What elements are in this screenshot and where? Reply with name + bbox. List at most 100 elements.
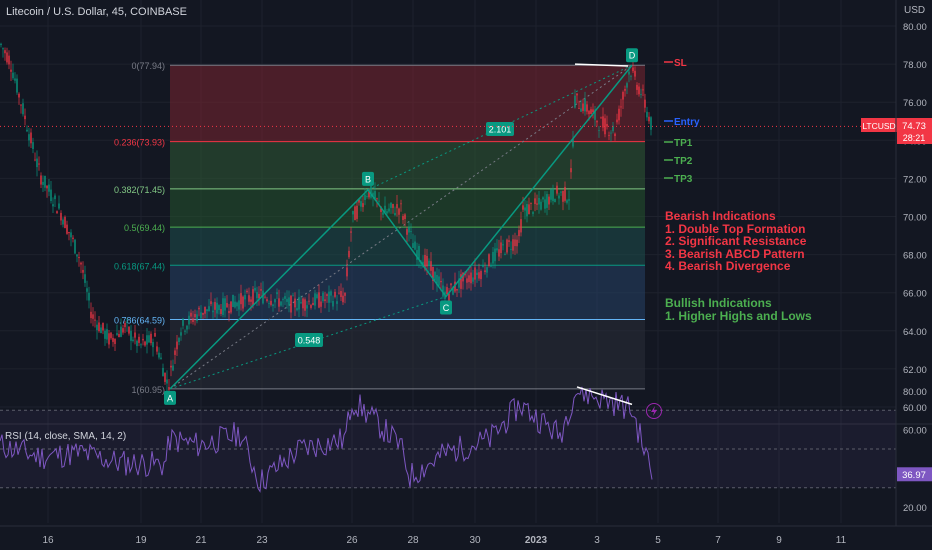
candle-body xyxy=(28,134,30,141)
fib-level-label: 0.786(64.59) xyxy=(114,316,165,326)
rsi-line[interactable] xyxy=(0,386,653,493)
candle-body xyxy=(162,367,164,377)
candle-body xyxy=(196,314,198,322)
fib-level-label: 0.5(69.44) xyxy=(124,223,165,233)
abcd-point-badge[interactable] xyxy=(164,390,176,405)
candle-body xyxy=(192,318,194,323)
price-tick-label: 66.00 xyxy=(903,289,927,300)
candle-body xyxy=(626,83,628,88)
abcd-point-badge[interactable] xyxy=(362,171,374,186)
candle-body xyxy=(540,201,542,210)
candle-body xyxy=(64,216,66,229)
candle-body xyxy=(42,181,44,185)
candle-body xyxy=(610,132,612,134)
candle-body xyxy=(440,280,442,283)
candle-body xyxy=(0,43,2,46)
candle-body xyxy=(394,213,396,216)
candle-body xyxy=(502,244,504,246)
candle-body xyxy=(170,365,172,368)
candle-body xyxy=(462,272,464,282)
candle-body xyxy=(240,293,242,305)
candle-body xyxy=(310,305,312,308)
abcd-point-label: C xyxy=(443,303,450,313)
candle-body xyxy=(218,305,220,311)
candle-body xyxy=(568,199,570,201)
candle-body xyxy=(454,281,456,292)
candle-body xyxy=(96,324,98,331)
price-tick-label: 78.00 xyxy=(903,60,927,71)
last-price-badge[interactable] xyxy=(897,118,932,144)
candle-body xyxy=(630,75,632,77)
rsi-indicator-label[interactable]: RSI (14, close, SMA, 14, 2) xyxy=(5,431,127,442)
candle-body xyxy=(62,219,64,225)
fib-level-label: 0.618(67.44) xyxy=(114,261,165,271)
candle-body xyxy=(38,163,40,165)
bullish-notes: Bullish Indications 1. Higher Highs and … xyxy=(665,297,812,322)
candle-body xyxy=(470,272,472,284)
candle-body xyxy=(88,292,90,301)
candle-body xyxy=(424,254,426,270)
candle-body xyxy=(534,198,536,205)
candle-body xyxy=(220,309,222,314)
time-tick-label: 5 xyxy=(655,535,661,546)
candle-body xyxy=(646,111,648,118)
candle-body xyxy=(314,293,316,306)
abcd-pattern-line[interactable] xyxy=(169,64,633,390)
candle-body xyxy=(270,300,272,305)
candle-body xyxy=(358,199,360,203)
candle-body xyxy=(134,332,136,338)
abcd-point-badge[interactable] xyxy=(626,48,638,63)
candle-body xyxy=(72,237,74,239)
candle-body xyxy=(520,219,522,233)
candle-body xyxy=(398,208,400,215)
candle-body xyxy=(486,267,488,273)
candle-body xyxy=(286,298,288,302)
candle-body xyxy=(142,338,144,341)
rsi-divergence-line[interactable] xyxy=(576,386,633,406)
candle-body xyxy=(166,379,168,384)
candle-body xyxy=(458,278,460,288)
candle-body xyxy=(228,311,230,314)
candle-body xyxy=(586,104,588,112)
candle-body xyxy=(208,306,210,311)
candle-body xyxy=(288,297,290,306)
candle-body xyxy=(366,196,368,197)
candle-body xyxy=(476,272,478,275)
candle-body xyxy=(430,261,432,271)
candle-body xyxy=(346,267,348,277)
candle-body xyxy=(190,312,192,317)
ratio-badge[interactable] xyxy=(486,122,514,136)
resistance-line[interactable] xyxy=(574,63,629,67)
candle-body xyxy=(518,230,520,237)
abcd-point-badge[interactable] xyxy=(440,300,452,315)
candle-body xyxy=(178,338,180,342)
candle-body xyxy=(622,92,624,100)
ticker-badge[interactable] xyxy=(861,118,897,132)
lightning-icon[interactable] xyxy=(646,403,662,419)
candle-body xyxy=(550,189,552,200)
ratio-badge[interactable] xyxy=(295,333,323,347)
time-tick-label: 23 xyxy=(256,535,268,546)
candle-body xyxy=(428,260,430,267)
rsi-tick-label: 20.00 xyxy=(903,503,927,514)
candle-body xyxy=(68,232,70,234)
candle-body xyxy=(418,246,420,260)
candle-body xyxy=(300,302,302,304)
candle-body xyxy=(492,252,494,264)
candle-body xyxy=(66,224,68,234)
candle-body xyxy=(276,292,278,295)
candle-body xyxy=(112,337,114,342)
candle-body xyxy=(338,292,340,294)
candle-body xyxy=(344,293,346,296)
candle-body xyxy=(36,158,38,168)
time-tick-label: 7 xyxy=(715,535,721,546)
time-tick-label: 28 xyxy=(407,535,419,546)
bullish-note-title: Bullish Indications xyxy=(665,296,772,310)
symbol-title[interactable]: Litecoin / U.S. Dollar, 45, COINBASE xyxy=(6,6,187,18)
candle-body xyxy=(438,276,440,286)
candle-body xyxy=(230,301,232,313)
candle-body xyxy=(116,333,118,335)
candle-body xyxy=(554,198,556,203)
candle-body xyxy=(432,266,434,281)
